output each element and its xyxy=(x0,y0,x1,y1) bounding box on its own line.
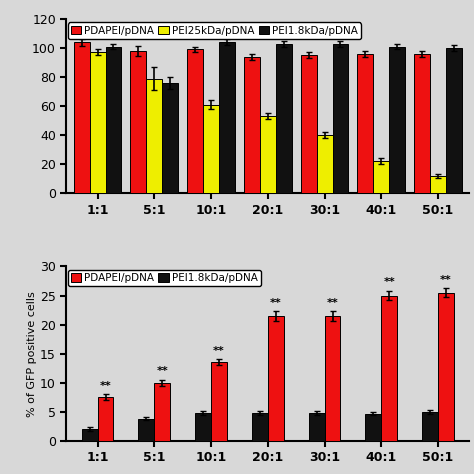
Bar xyxy=(155,383,170,441)
Text: **: ** xyxy=(100,381,111,391)
Bar xyxy=(276,44,292,193)
Bar xyxy=(438,292,454,441)
Bar xyxy=(422,412,438,441)
Bar xyxy=(268,316,284,441)
Text: **: ** xyxy=(383,277,395,287)
Bar xyxy=(389,46,405,193)
Bar xyxy=(252,413,268,441)
Bar xyxy=(146,79,162,193)
Bar xyxy=(260,116,276,193)
Bar xyxy=(162,83,178,193)
Bar xyxy=(381,296,397,441)
Bar xyxy=(357,54,374,193)
Bar xyxy=(365,413,381,441)
Bar xyxy=(211,363,227,441)
Bar xyxy=(446,48,462,193)
Legend: PDAPEl/pDNA, PEl1.8kDa/pDNA: PDAPEl/pDNA, PEl1.8kDa/pDNA xyxy=(67,270,261,286)
Bar xyxy=(82,429,98,441)
Bar xyxy=(195,413,211,441)
Text: **: ** xyxy=(327,298,338,308)
Bar xyxy=(332,44,348,193)
Bar xyxy=(106,46,121,193)
Y-axis label: % of GFP positive cells: % of GFP positive cells xyxy=(27,291,37,417)
Bar xyxy=(219,42,235,193)
Bar xyxy=(203,105,219,193)
Text: **: ** xyxy=(156,366,168,376)
Bar xyxy=(244,57,260,193)
Bar xyxy=(414,54,430,193)
Bar xyxy=(98,397,113,441)
Bar xyxy=(187,49,203,193)
Bar xyxy=(130,51,146,193)
Bar xyxy=(374,161,389,193)
Legend: PDAPEl/pDNA, PEl25kDa/pDNA, PEl1.8kDa/pDNA: PDAPEl/pDNA, PEl25kDa/pDNA, PEl1.8kDa/pD… xyxy=(67,22,361,39)
Bar xyxy=(138,419,155,441)
Bar xyxy=(74,42,90,193)
Text: **: ** xyxy=(213,346,225,356)
Bar xyxy=(325,316,340,441)
Bar xyxy=(317,135,332,193)
Text: **: ** xyxy=(440,274,452,284)
Bar xyxy=(430,176,446,193)
Bar xyxy=(90,52,106,193)
Text: **: ** xyxy=(270,298,282,308)
Bar xyxy=(301,55,317,193)
Bar xyxy=(309,413,325,441)
